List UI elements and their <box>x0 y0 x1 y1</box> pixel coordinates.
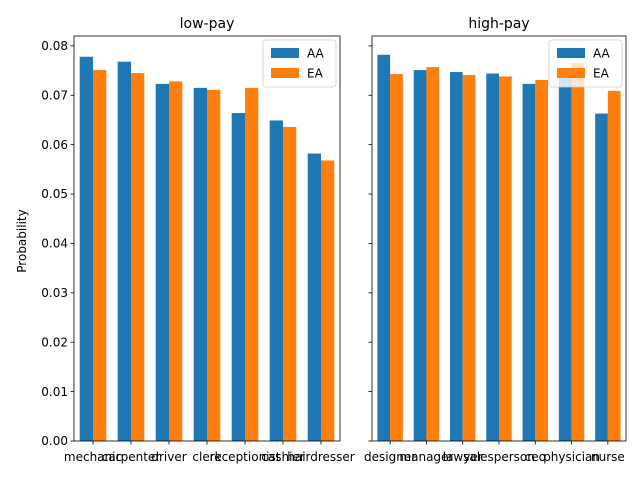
bar-aa-mechanic <box>79 56 93 442</box>
x-tick-label: clerk <box>192 450 221 464</box>
y-tick-label: 0.06 <box>41 138 68 152</box>
bar-ea-mechanic <box>93 70 107 441</box>
legend-label-aa: AA <box>593 47 611 61</box>
x-tick-label: driver <box>151 450 186 464</box>
bar-ea-salesperson <box>499 76 512 441</box>
legend-swatch-aa <box>557 48 585 58</box>
bar-ea-carpenter <box>131 73 145 441</box>
x-tick-label: nurse <box>591 450 625 464</box>
bar-aa-driver <box>155 83 169 441</box>
legend-box <box>262 39 337 88</box>
bar-ea-lawyer <box>462 75 476 442</box>
legend-swatch-aa <box>271 48 299 58</box>
bar-aa-lawyer <box>450 72 463 442</box>
chart-title: low-pay <box>180 16 235 32</box>
bar-aa-receptionist <box>231 113 245 442</box>
legend-swatch-ea <box>557 68 585 78</box>
bar-aa-hairdresser <box>307 153 321 442</box>
x-tick-label: ceo <box>525 450 546 464</box>
x-tick-label: manager <box>399 450 453 464</box>
y-tick-label: 0.00 <box>41 434 68 448</box>
x-tick-label: receptionist <box>210 450 281 464</box>
bar-aa-salesperson <box>486 73 499 441</box>
bar-ea-driver <box>169 81 183 441</box>
y-tick-label: 0.05 <box>41 187 68 201</box>
x-tick-label: hairdresser <box>287 450 355 464</box>
bar-ea-ceo <box>535 79 548 442</box>
x-tick-label: cashier <box>261 450 305 464</box>
legend-label-ea: EA <box>307 67 324 81</box>
y-tick-label: 0.01 <box>41 385 68 399</box>
bar-aa-cashier <box>269 120 283 442</box>
high-pay-panel: high-pay designermanagerlawyersalesperson… <box>364 16 627 464</box>
y-tick-label: 0.02 <box>41 335 68 349</box>
bar-aa-nurse <box>595 113 608 441</box>
y-tick-label: 0.03 <box>41 286 68 300</box>
bar-ea-hairdresser <box>321 160 335 441</box>
x-tick-label: salesperson <box>463 450 535 464</box>
low-pay-panel: low-pay 0.00 0.01 0.02 0.03 0.04 0.05 0.06 0.07 0… <box>41 16 355 464</box>
x-tick-label: physician <box>543 450 600 464</box>
x-tick-label: lawyer <box>443 450 483 464</box>
bar-ea-cashier <box>283 126 297 441</box>
x-tick-label: designer <box>364 450 416 464</box>
bar-ea-receptionist <box>245 87 259 442</box>
bar-ea-nurse <box>607 90 621 441</box>
bar-ea-manager <box>426 67 440 442</box>
y-tick-label: 0.04 <box>41 237 68 251</box>
bar-aa-manager <box>413 70 427 441</box>
y-tick-label: 0.07 <box>41 89 68 103</box>
legend-label-ea: EA <box>593 67 610 81</box>
y-axis-label: Probability <box>15 209 29 272</box>
y-tick-label: 0.08 <box>41 39 68 53</box>
bar-ea-clerk <box>207 89 221 441</box>
x-tick-label: carpenter <box>102 450 161 464</box>
bar-aa-carpenter <box>117 61 131 442</box>
x-tick-label: mechanic <box>64 450 122 464</box>
bar-ea-physician <box>571 63 585 441</box>
bar-ea-designer <box>390 74 403 441</box>
legend-swatch-ea <box>271 68 299 78</box>
bar-aa-designer <box>377 54 391 442</box>
chart-title: high-pay <box>468 16 529 32</box>
bar-aa-clerk <box>193 87 207 442</box>
legend-box <box>548 39 623 88</box>
bar-aa-ceo <box>522 83 536 441</box>
legend-label-aa: AA <box>307 47 325 61</box>
bar-aa-physician <box>558 68 572 441</box>
